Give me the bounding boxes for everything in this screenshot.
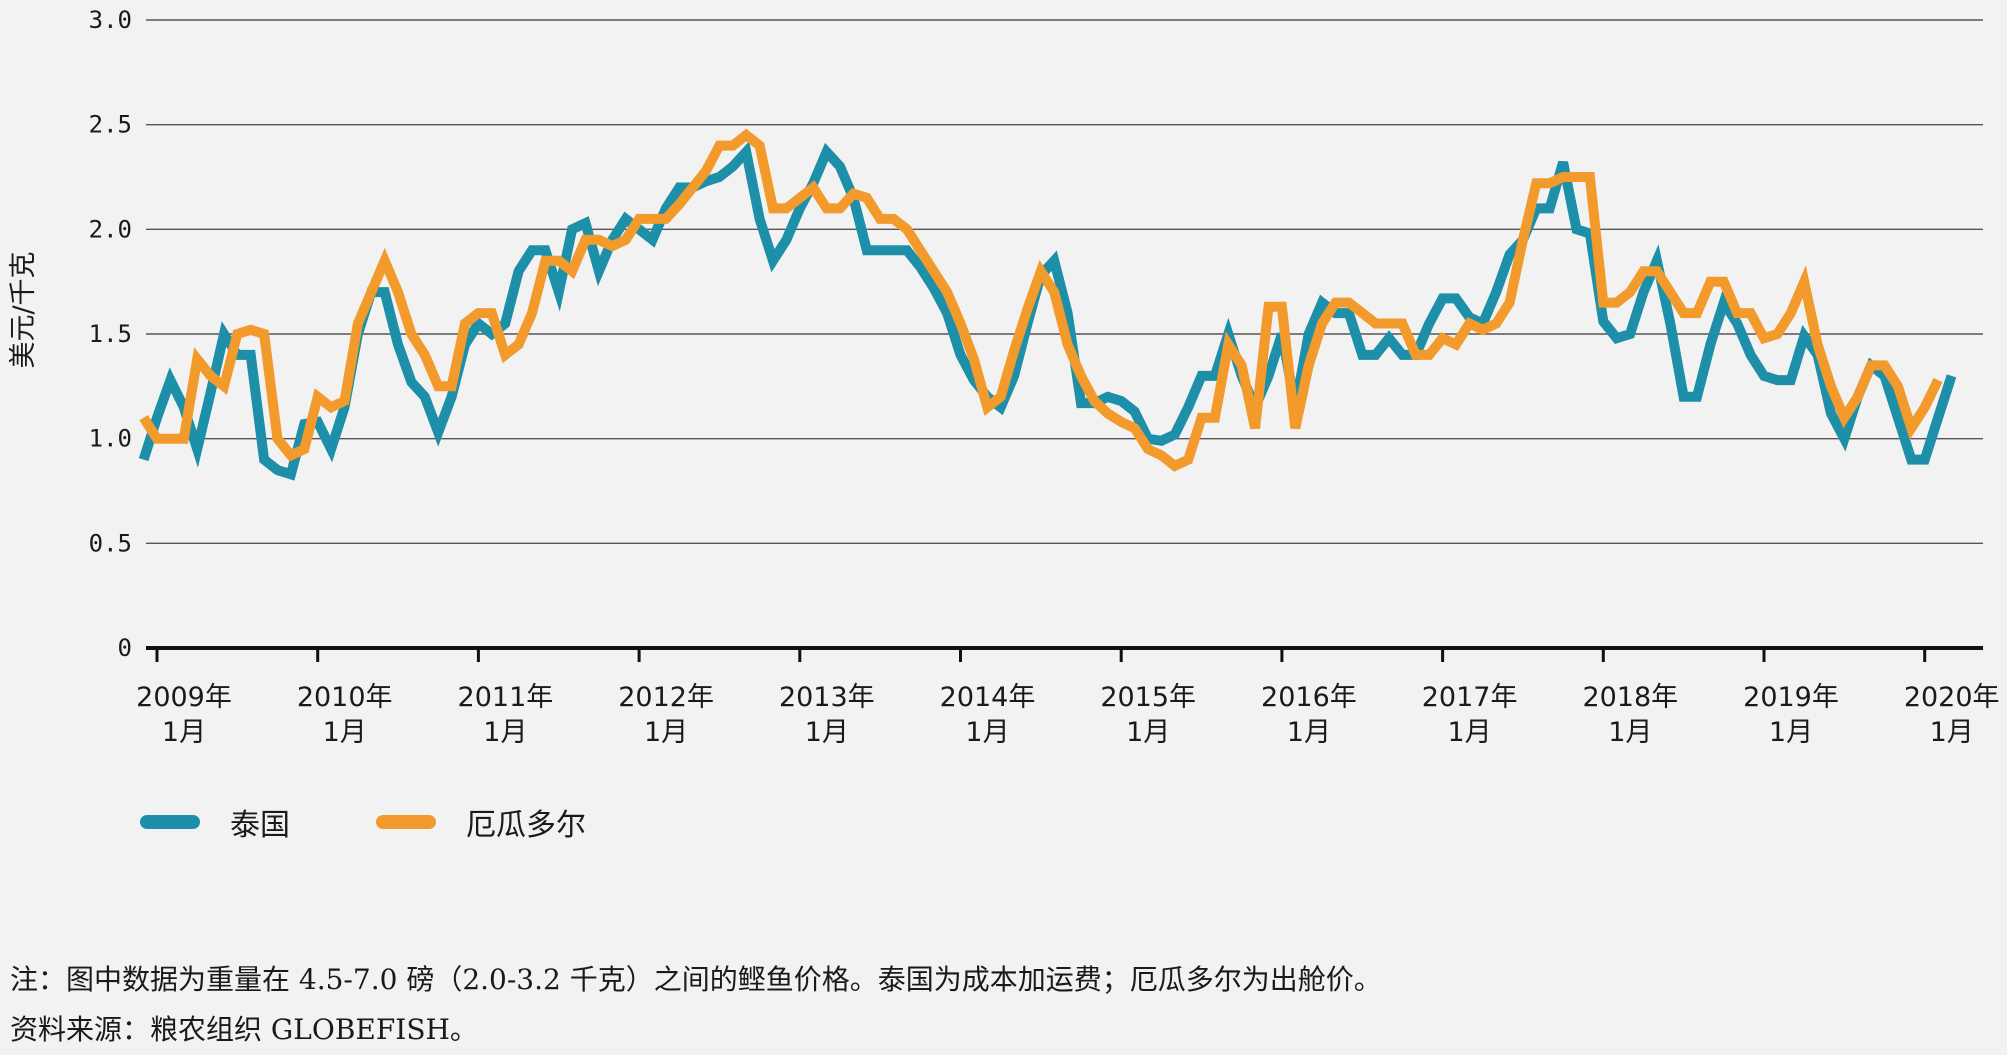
- y-axis-ticks: 0 0.5 1.0 1.5 2.0 2.5 3.0: [89, 6, 132, 662]
- x-tick-label: 1月: [1126, 717, 1170, 748]
- legend-swatch-thailand: [140, 815, 200, 829]
- x-tick-label: 2016年: [1261, 682, 1357, 713]
- x-tick-label: 1月: [1287, 717, 1331, 748]
- y-axis-label: 美元/千克: [8, 251, 39, 368]
- y-tick-label: 1.0: [89, 425, 132, 453]
- x-tick-label: 2011年: [458, 682, 554, 713]
- x-tick-label: 2017年: [1422, 682, 1518, 713]
- x-tick-label: 1月: [644, 717, 688, 748]
- x-tick-label: 2009年: [136, 682, 232, 713]
- x-tick-label: 1月: [1930, 717, 1974, 748]
- y-tick-label: 0: [118, 634, 132, 662]
- note-text: 注：图中数据为重量在 4.5-7.0 磅（2.0-3.2 千克）之间的鲣鱼价格。…: [10, 963, 1382, 996]
- x-axis: 2009年 1月 2010年 1月 2011年 1月 2012年 1月 2013年 1月 2014年…: [136, 646, 2000, 748]
- legend: 泰国 厄瓜多尔: [140, 800, 672, 844]
- series-line-thailand: [138, 141, 1957, 481]
- legend-label-thailand: 泰国: [230, 808, 290, 843]
- x-tick-label: 1月: [1608, 717, 1652, 748]
- x-tick-label: 2010年: [297, 682, 393, 713]
- y-tick-label: 0.5: [89, 529, 132, 557]
- legend-item-ecuador: 厄瓜多尔: [376, 800, 586, 844]
- source-text: 资料来源：粮农组织 GLOBEFISH。: [10, 1013, 478, 1046]
- footnotes: 注：图中数据为重量在 4.5-7.0 磅（2.0-3.2 千克）之间的鲣鱼价格。…: [10, 955, 1382, 1055]
- series-lines: [138, 128, 1957, 481]
- x-tick-label: 2019年: [1743, 682, 1839, 713]
- y-tick-label: 2.5: [89, 111, 132, 139]
- x-tick-label: 1月: [483, 717, 527, 748]
- y-tick-label: 1.5: [89, 320, 132, 348]
- series-line-ecuador: [139, 128, 1943, 472]
- x-tick-label: 2015年: [1100, 682, 1196, 713]
- legend-swatch-ecuador: [376, 815, 436, 829]
- x-tick-label: 1月: [323, 717, 367, 748]
- x-tick-label: 2012年: [618, 682, 714, 713]
- x-tick-label: 1月: [162, 717, 206, 748]
- x-tick-label: 1月: [1448, 717, 1492, 748]
- x-tick-label: 1月: [965, 717, 1009, 748]
- x-tick-label: 2020年: [1904, 682, 2000, 713]
- x-tick-label: 2013年: [779, 682, 875, 713]
- x-tick-label: 2014年: [940, 682, 1036, 713]
- x-tick-label: 2018年: [1582, 682, 1678, 713]
- legend-label-ecuador: 厄瓜多尔: [466, 808, 586, 843]
- x-tick-label: 1月: [805, 717, 849, 748]
- y-tick-label: 2.0: [89, 215, 132, 243]
- x-tick-label: 1月: [1769, 717, 1813, 748]
- legend-item-thailand: 泰国: [140, 800, 290, 844]
- y-tick-label: 3.0: [89, 6, 132, 34]
